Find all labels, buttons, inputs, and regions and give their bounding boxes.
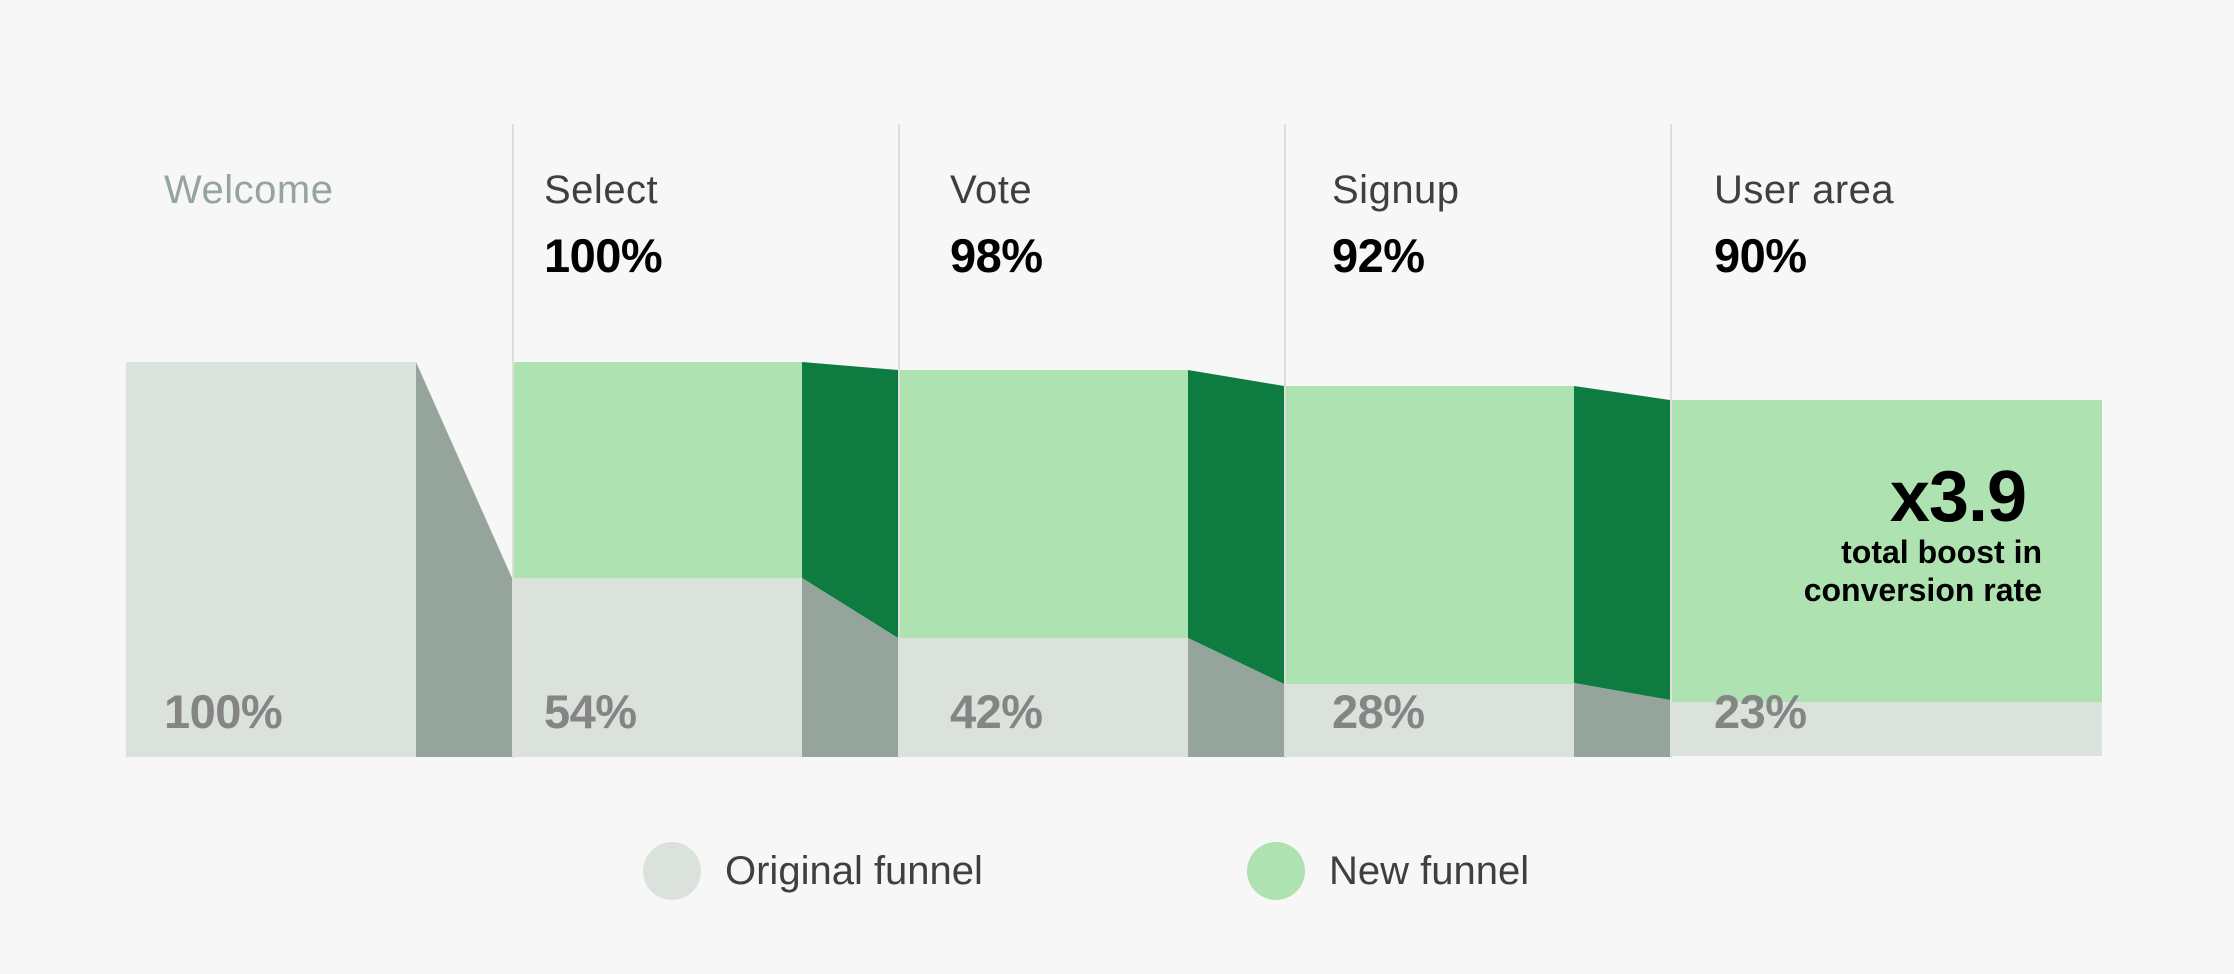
original-value-signup: 28% (1332, 685, 1425, 738)
vote-new-dropoff (1188, 370, 1284, 684)
welcome-dropoff (416, 362, 512, 757)
select-original-dropoff (802, 578, 898, 757)
signup-new-dropoff (1574, 386, 1670, 700)
step-label-welcome: Welcome (164, 168, 334, 212)
divider-user-area (1670, 124, 1672, 758)
original-value-vote: 42% (950, 685, 1043, 738)
legend-item-new: New funnel (1247, 842, 1529, 900)
divider-select (512, 124, 514, 758)
legend-label-original: Original funnel (725, 848, 983, 893)
signup-new-bar (1285, 386, 1574, 684)
step-label-user-area: User area (1714, 168, 1895, 212)
vote-original-dropoff (1188, 638, 1284, 757)
step-label-select: Select (544, 168, 659, 212)
legend-swatch-new-icon (1247, 842, 1305, 900)
select-new-dropoff (802, 362, 898, 638)
legend-label-new: New funnel (1329, 848, 1530, 893)
signup-original-bar (1285, 684, 1574, 757)
boost-caption: total boost in conversion rate (1804, 533, 2042, 609)
step-label-vote: Vote (950, 168, 1033, 212)
select-new-bar (513, 362, 802, 578)
vote-original-bar (899, 638, 1188, 757)
original-value-select: 54% (544, 685, 637, 738)
boost-caption-line1: total boost in (1841, 534, 2042, 570)
signup-original-dropoff (1574, 683, 1670, 757)
user-area-original-bar (1671, 702, 2102, 756)
user-area-new-bar (1671, 400, 2102, 702)
divider-vote (898, 124, 900, 758)
select-original-bar (513, 578, 802, 757)
divider-signup (1284, 124, 1286, 758)
vote-new-bar (899, 370, 1188, 638)
legend-swatch-original-icon (643, 842, 701, 900)
new-value-user-area: 90% (1714, 229, 1807, 282)
legend-item-original: Original funnel (643, 842, 983, 900)
welcome-original-bar (126, 362, 416, 757)
boost-multiplier: x3.9 (1889, 457, 2027, 537)
original-value-welcome: 100% (164, 685, 283, 738)
boost-caption-line2: conversion rate (1803, 572, 2042, 608)
original-value-user-area: 23% (1714, 685, 1807, 738)
new-value-signup: 92% (1332, 229, 1425, 282)
step-label-signup: Signup (1332, 168, 1460, 212)
new-value-select: 100% (544, 229, 663, 282)
new-value-vote: 98% (950, 229, 1043, 282)
